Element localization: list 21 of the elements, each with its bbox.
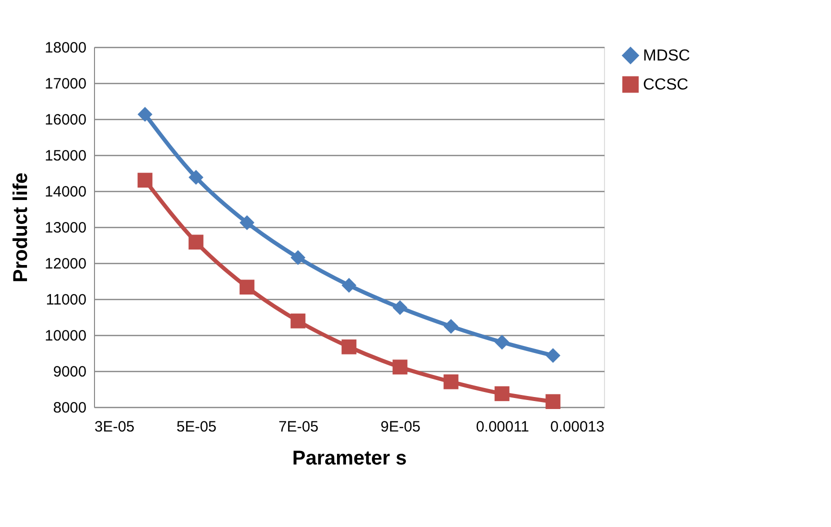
y-tick-label: 17000 bbox=[44, 76, 86, 92]
y-axis-title: Product life bbox=[10, 172, 32, 283]
y-tick-label: 13000 bbox=[44, 220, 86, 236]
y-tick-label: 18000 bbox=[44, 40, 86, 56]
y-tick-label: 8000 bbox=[53, 400, 86, 416]
x-tick-label: 0.00013 bbox=[550, 418, 604, 436]
x-tick-label: 9E-05 bbox=[380, 418, 421, 436]
legend-label: CCSC bbox=[643, 76, 688, 94]
y-tick-label: 14000 bbox=[44, 184, 86, 200]
legend-label: MDSC bbox=[643, 48, 690, 64]
y-tick-label: 11000 bbox=[46, 292, 86, 308]
y-tick-label: 10000 bbox=[44, 328, 86, 344]
y-tick-label: 12000 bbox=[44, 256, 86, 272]
y-tick-label: 16000 bbox=[44, 112, 86, 128]
x-tick-label: 7E-05 bbox=[278, 418, 319, 436]
x-tick-label: 0.00011 bbox=[476, 418, 530, 436]
x-tick-label: 3E-05 bbox=[94, 418, 135, 436]
x-tick-label: 5E-05 bbox=[176, 418, 217, 436]
x-axis-title: Parameter s bbox=[292, 448, 407, 470]
y-tick-label: 15000 bbox=[44, 148, 86, 164]
y-tick-label: 9000 bbox=[53, 364, 86, 380]
